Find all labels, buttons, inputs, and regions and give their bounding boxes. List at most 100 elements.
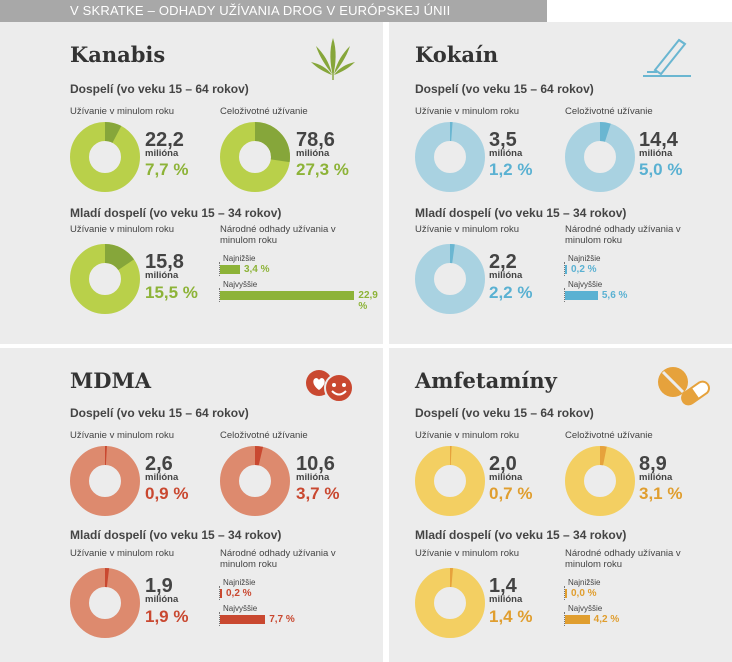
last-year-value: 22,2: [145, 129, 184, 151]
donut-last-year: [415, 122, 485, 192]
donut-lifetime: [220, 446, 290, 516]
young-heading: Mladí dospelí (vo veku 15 – 34 rokov): [70, 528, 282, 542]
cannabis-leaf-icon: [311, 38, 355, 80]
young-label: Užívanie v minulom roku: [70, 224, 175, 235]
bar-axis: [219, 612, 220, 626]
young-unit: milióna: [145, 270, 179, 281]
adult-heading: Dospelí (vo veku 15 – 64 rokov): [415, 82, 594, 96]
lowest-bar: [565, 265, 567, 274]
last-year-unit: milióna: [489, 472, 523, 483]
lifetime-value: 78,6: [296, 129, 335, 151]
last-year-value: 2,0: [489, 453, 517, 475]
last-year-pct: 0,7 %: [489, 484, 533, 503]
national-label: Národné odhady užívania v minulom roku: [565, 548, 681, 570]
donut-lifetime: [565, 446, 635, 516]
national-label: Národné odhady užívania v minulom roku: [220, 548, 336, 570]
lifetime-label: Celoživotné užívanie: [220, 106, 308, 117]
lowest-label: Najnižšie: [223, 254, 256, 263]
panel-title: Amfetamíny: [415, 368, 557, 393]
last-year-value: 3,5: [489, 129, 517, 151]
donut-segment: [70, 568, 140, 638]
bar-axis: [564, 288, 565, 302]
lowest-value: 0,2 %: [571, 264, 597, 275]
last-year-pct: 7,7 %: [145, 160, 189, 179]
donut-lifetime: [220, 122, 290, 192]
donut-segment: [220, 446, 290, 516]
lowest-bar: [220, 265, 240, 274]
pills-capsule-icon: [658, 367, 710, 406]
lowest-bar: [565, 589, 567, 598]
donut-ring: [415, 244, 485, 314]
lifetime-value: 14,4: [639, 129, 678, 151]
donut-segment: [70, 244, 140, 314]
donut-last-year: [70, 446, 140, 516]
header-title: V SKRATKE – ODHADY UŽÍVANIA DROG V EURÓP…: [0, 0, 547, 22]
young-label: Užívanie v minulom roku: [415, 548, 520, 559]
panel-title: MDMA: [70, 368, 151, 393]
lifetime-unit: milióna: [639, 472, 673, 483]
highest-value: 22,9 %: [358, 290, 378, 312]
highest-value: 4,2 %: [593, 614, 620, 625]
donut-young: [415, 568, 485, 638]
young-label: Užívanie v minulom roku: [415, 224, 520, 235]
young-pct: 1,9 %: [145, 607, 189, 626]
panel-amfetaminy: Amfetamíny Dospelí (vo veku 15 – 64 roko…: [389, 348, 732, 662]
young-pct: 2,2 %: [489, 283, 533, 302]
lifetime-unit: milióna: [639, 148, 673, 159]
donut-ring: [415, 568, 485, 638]
highest-value: 5,6 %: [601, 290, 628, 301]
young-value: 2,2: [489, 251, 517, 273]
last-year-label: Užívanie v minulom roku: [415, 430, 520, 441]
highest-label: Najvyššie: [223, 280, 258, 289]
adult-heading: Dospelí (vo veku 15 – 64 rokov): [70, 406, 249, 420]
cocaine-line-icon: [643, 38, 691, 77]
bar-axis: [219, 586, 220, 600]
donut-lifetime: [565, 122, 635, 192]
panel-mdma: MDMA Dospelí (vo veku 15 – 64 rokov) Uží…: [0, 348, 383, 662]
adult-heading: Dospelí (vo veku 15 – 64 rokov): [70, 82, 249, 96]
last-year-label: Užívanie v minulom roku: [415, 106, 520, 117]
highest-bar: [565, 615, 590, 624]
lifetime-value: 8,9: [639, 453, 667, 475]
lowest-bar: [220, 589, 222, 598]
lowest-value: 0,2 %: [226, 588, 252, 599]
young-value: 1,4: [489, 575, 517, 597]
bar-axis: [219, 262, 220, 276]
young-label: Užívanie v minulom roku: [70, 548, 175, 559]
donut-young: [70, 568, 140, 638]
last-year-pct: 1,2 %: [489, 160, 533, 179]
young-value: 15,8: [145, 251, 184, 273]
national-label: Národné odhady užívania v minulom roku: [565, 224, 681, 246]
donut-segment: [415, 244, 485, 314]
donut-segment: [565, 122, 635, 192]
last-year-pct: 0,9 %: [145, 484, 189, 503]
donut-last-year: [415, 446, 485, 516]
last-year-value: 2,6: [145, 453, 173, 475]
last-year-unit: milióna: [145, 148, 179, 159]
lifetime-value: 10,6: [296, 453, 335, 475]
lifetime-pct: 5,0 %: [639, 160, 683, 179]
last-year-unit: milióna: [489, 148, 523, 159]
panel-title: Kanabis: [70, 42, 166, 67]
young-value: 1,9: [145, 575, 173, 597]
lifetime-pct: 3,7 %: [296, 484, 340, 503]
lowest-label: Najnižšie: [223, 578, 256, 587]
lifetime-label: Celoživotné užívanie: [565, 106, 653, 117]
young-pct: 15,5 %: [145, 283, 198, 302]
lowest-label: Najnižšie: [568, 254, 601, 263]
panel-kanabis: Kanabis Dospelí (vo veku 15 – 64 rokov) …: [0, 22, 383, 344]
last-year-unit: milióna: [145, 472, 179, 483]
donut-segment: [415, 122, 485, 192]
panel-title: Kokaín: [415, 42, 499, 67]
last-year-label: Užívanie v minulom roku: [70, 430, 175, 441]
lowest-value: 3,4 %: [243, 264, 270, 275]
young-unit: milióna: [489, 594, 523, 605]
donut-segment: [220, 122, 290, 192]
young-heading: Mladí dospelí (vo veku 15 – 34 rokov): [415, 206, 627, 220]
donut-last-year: [70, 122, 140, 192]
bar-axis: [219, 288, 220, 302]
lifetime-unit: milióna: [296, 148, 330, 159]
donut-segment: [415, 446, 485, 516]
highest-label: Najvyššie: [568, 280, 603, 289]
donut-young: [415, 244, 485, 314]
